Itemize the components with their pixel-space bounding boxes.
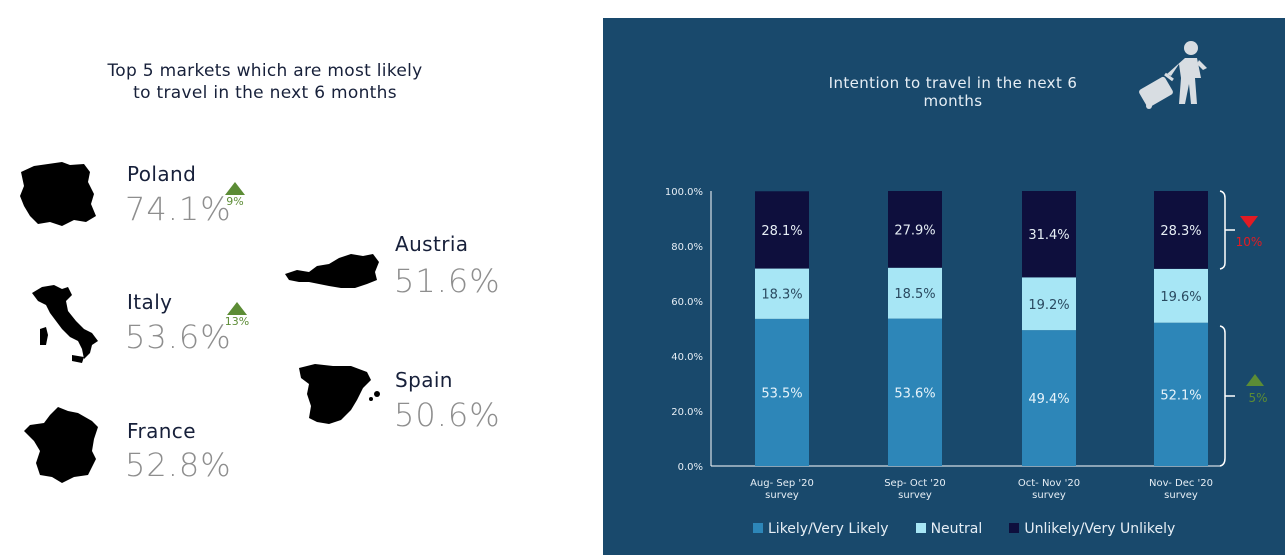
up-arrow-icon [227,302,247,315]
austria-map-icon [285,254,379,288]
y-tick-label: 100.0% [665,187,703,198]
top-bracket [1219,190,1226,270]
bar-value-label: 31.4% [1028,228,1069,243]
y-tick-label: 0.0% [678,462,703,473]
market-value-austria: 51.6% [394,262,501,300]
poland-map-icon [20,162,96,226]
down-arrow-icon [1240,216,1258,228]
legend-item-neutral: Neutral [915,521,983,537]
bar-segment [1022,191,1076,278]
market-value-spain: 50.6% [394,396,501,434]
bar-segment [1154,191,1208,269]
spain-map-icon [299,364,380,424]
bar-value-label: 49.4% [1028,392,1069,407]
bar-segment [1022,330,1076,466]
top-bracket-label: 10% [1236,235,1263,249]
bar-value-label: 53.5% [761,386,802,401]
bar-value-label: 27.9% [894,223,935,238]
y-tick-label: 40.0% [671,352,703,363]
bar-value-label: 53.6% [894,386,935,401]
y-tick-label: 80.0% [671,242,703,253]
market-value-france: 52.8% [125,446,232,484]
bar-segment [755,268,809,319]
y-tick-label: 60.0% [671,297,703,308]
chart-legend: Likely/Very Likely Neutral Unlikely/Very… [753,518,1197,537]
market-name-france: France [127,419,196,443]
x-tick-label: survey [898,490,932,501]
traveler-with-suitcase-icon [1139,41,1207,109]
italy-map-icon [32,285,98,363]
left-title-line2: to travel in the next 6 months [133,83,397,103]
bottom-bracket [1219,325,1226,467]
up-arrow-icon [225,182,245,195]
legend-swatch-likely [753,523,763,533]
bar-value-label: 28.1% [761,224,802,239]
bar-segment [755,191,809,269]
market-name-italy: Italy [127,290,173,314]
legend-label-likely: Likely/Very Likely [768,521,889,537]
bar-value-label: 18.3% [761,288,802,303]
market-value-poland: 74.1% [125,190,232,228]
bottom-bracket-label: 5% [1248,391,1267,405]
market-name-austria: Austria [395,232,469,256]
x-tick-label: Oct- Nov '20 [1018,478,1080,489]
delta-poland-label: 9% [226,195,244,208]
x-tick-label: survey [765,490,799,501]
bar-segment [755,318,809,466]
legend-item-unlikely: Unlikely/Very Unlikely [1009,521,1175,537]
legend-item-likely: Likely/Very Likely [753,521,888,537]
x-tick-label: Aug- Sep '20 [750,478,814,489]
legend-label-unlikely: Unlikely/Very Unlikely [1024,521,1176,537]
left-title-line1: Top 5 markets which are most likely [107,61,423,81]
chart-title: Intention to travel in the next 6 months [828,74,1078,110]
bar-value-label: 52.1% [1160,388,1201,403]
delta-poland: 9% [222,182,248,208]
delta-italy: 13% [222,302,252,328]
bar-segment [1154,322,1208,466]
legend-swatch-unlikely [1009,523,1020,533]
bar-value-label: 19.2% [1028,298,1069,313]
bar-value-label: 18.5% [894,287,935,302]
market-name-spain: Spain [395,368,453,392]
bar-segment [888,267,942,319]
legend-swatch-neutral [915,523,926,533]
x-tick-label: Sep- Oct '20 [884,478,946,489]
bar-value-label: 19.6% [1160,290,1201,305]
legend-label-neutral: Neutral [930,521,983,537]
chart-panel: Intention to travel in the next 6 months… [603,18,1285,555]
y-tick-label: 20.0% [671,407,703,418]
bar-value-label: 28.3% [1160,224,1201,239]
bar-segment [1154,268,1208,323]
x-tick-label: survey [1032,490,1066,501]
delta-italy-label: 13% [224,315,250,328]
bar-segment [888,191,942,268]
france-map-icon [24,407,98,483]
change-brackets: 10% 5% [1219,190,1268,467]
bar-segment [888,318,942,466]
x-tick-label: survey [1164,490,1198,501]
bar-segment [1022,277,1076,331]
stacked-bar-chart: 0.0% 20.0% 40.0% 60.0% 80.0% 100.0% 53.5% 18.3… [665,187,1268,501]
market-name-poland: Poland [127,162,197,186]
left-title: Top 5 markets which are most likely to t… [60,60,470,104]
up-arrow-icon [1246,374,1264,386]
x-tick-label: Nov- Dec '20 [1149,478,1213,489]
market-value-italy: 53.6% [125,318,232,356]
